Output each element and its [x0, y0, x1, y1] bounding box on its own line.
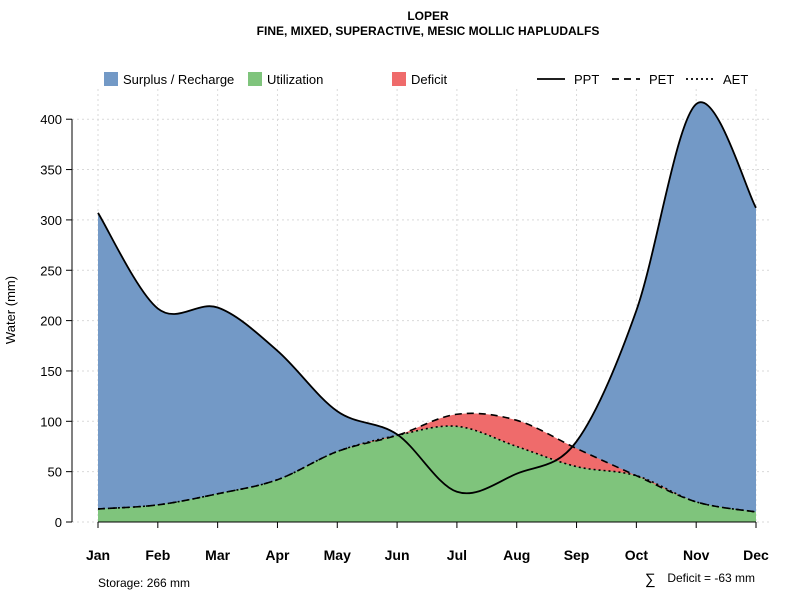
- line-aet: [97, 425, 757, 513]
- series-lines: [97, 101, 757, 513]
- legend-label: PET: [649, 72, 674, 87]
- y-tick-label: 150: [40, 364, 62, 379]
- chart-title: LOPER: [407, 9, 449, 23]
- chart-subtitle: FINE, MIXED, SUPERACTIVE, MESIC MOLLIC H…: [257, 24, 600, 38]
- y-tick-label: 300: [40, 213, 62, 228]
- x-tick-label-feb: Feb: [145, 547, 170, 563]
- x-tick-label-apr: Apr: [265, 547, 290, 563]
- x-tick-label-jul: Jul: [447, 547, 467, 563]
- utilization-group-upper: [98, 426, 756, 522]
- legend-label: AET: [723, 72, 748, 87]
- axes: 0 50 100 150 200 250 300 350 400 Jan Feb Mar Apr May J…: [40, 112, 769, 563]
- y-tick-label: 400: [40, 112, 62, 127]
- legend-swatch: [392, 72, 406, 86]
- x-tick-label-dec: Dec: [743, 547, 769, 563]
- legend-label: Utilization: [267, 72, 323, 87]
- legend-swatch: [248, 72, 262, 86]
- y-tick-label: 50: [48, 465, 62, 480]
- deficit-annotation: Deficit = -63 mm: [667, 571, 755, 585]
- x-tick-label-jun: Jun: [385, 547, 410, 563]
- y-tick-label: 200: [40, 314, 62, 329]
- x-tick-label-nov: Nov: [683, 547, 710, 563]
- y-tick-label: 250: [40, 263, 62, 278]
- utilization-area-upper: [98, 426, 756, 522]
- legend-label: PPT: [574, 72, 599, 87]
- legend-swatch: [104, 72, 118, 86]
- legend-label: Deficit: [411, 72, 448, 87]
- x-tick-label-mar: Mar: [205, 547, 230, 563]
- legend-label: Surplus / Recharge: [123, 72, 234, 87]
- x-tick-label-jan: Jan: [86, 547, 110, 563]
- y-tick-label: 0: [55, 515, 62, 530]
- sum-symbol: ∑: [645, 571, 656, 588]
- x-tick-label-aug: Aug: [503, 547, 530, 563]
- storage-annotation: Storage: 266 mm: [98, 576, 190, 590]
- x-tick-label-sep: Sep: [564, 547, 590, 563]
- y-axis-label: Water (mm): [3, 276, 18, 344]
- line-ppt: [97, 101, 757, 495]
- y-tick-label: 100: [40, 414, 62, 429]
- legend: Surplus / Recharge Utilization Deficit PPT P…: [104, 72, 748, 87]
- surplus-recharge-area: [98, 102, 756, 523]
- x-tick-label-oct: Oct: [625, 547, 649, 563]
- y-tick-label: 350: [40, 163, 62, 178]
- x-tick-label-may: May: [324, 547, 351, 563]
